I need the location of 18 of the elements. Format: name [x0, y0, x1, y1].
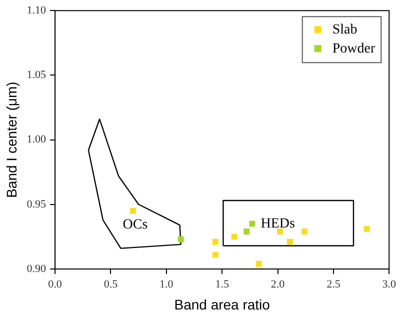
legend-label: Powder — [332, 41, 376, 56]
y-tick-label: 1.05 — [26, 69, 47, 82]
y-axis-title: Band I center (μm) — [3, 82, 20, 198]
annotation: HEDs — [260, 216, 295, 232]
y-tick-label: 0.90 — [26, 262, 47, 275]
x-tick-label: 3.0 — [382, 278, 396, 290]
x-tick-label: 0.5 — [104, 278, 118, 290]
x-tick-label: 1.5 — [215, 278, 230, 290]
y-tick-label: 1.10 — [26, 4, 47, 16]
y-tick-label: 1.00 — [26, 134, 47, 146]
x-tick-label: 0.0 — [48, 278, 62, 290]
annotation: OCs — [122, 218, 148, 233]
x-tick-label: 2.5 — [326, 278, 341, 290]
legend-label: Slab — [332, 22, 358, 38]
x-tick-label: 1.0 — [160, 278, 174, 290]
y-tick-label: 0.95 — [26, 198, 47, 210]
x-axis-title: Band area ratio — [174, 296, 270, 312]
x-tick-label: 2.0 — [270, 278, 286, 290]
